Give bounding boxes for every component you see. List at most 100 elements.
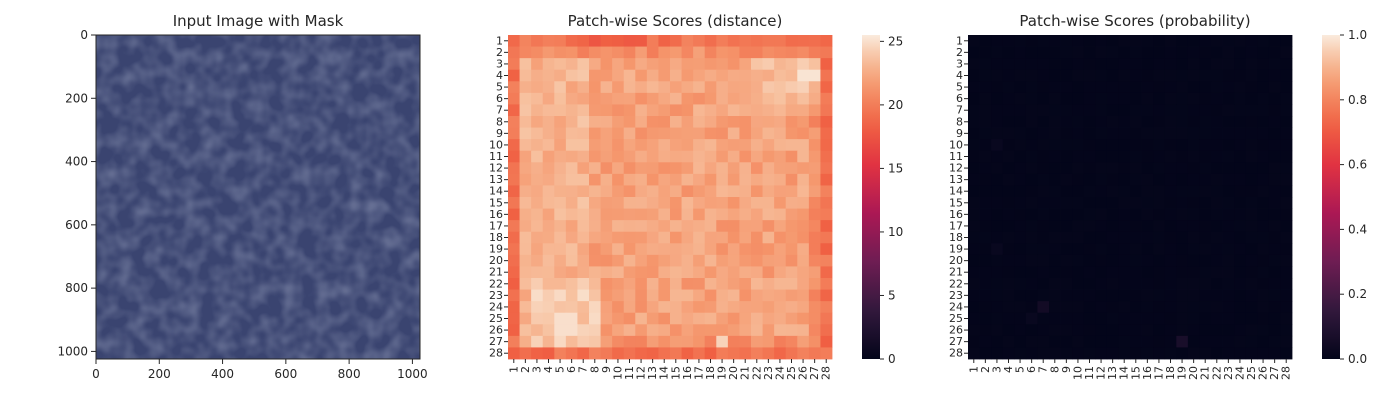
distance-cell [774,301,787,314]
distance-cell [658,278,671,290]
distance-cell [635,254,648,267]
probability-cell [1245,208,1258,221]
probability-cell [1245,92,1258,105]
probability-cell [1153,58,1166,71]
probability-cell [1037,139,1050,152]
probability-cell [1002,162,1015,175]
probability-cell [1118,58,1131,71]
probability-cell [1072,69,1085,82]
probability-cell [1234,220,1247,233]
distance-cell [785,324,798,337]
probability-cell [1118,104,1131,117]
probability-cell [1130,35,1142,47]
distance-cell [785,69,798,82]
distance-cell [751,266,763,279]
probability-cell [1234,185,1247,198]
distance-cell [646,173,659,186]
distance-cell [589,289,601,302]
probability-cell [1257,185,1270,198]
distance-cell [762,150,775,163]
distance-cell [751,254,763,267]
distance-cell [727,197,740,209]
probability-cell [1164,185,1177,198]
distance-cell [808,335,821,348]
probability-cell [1141,35,1154,47]
distance-cell [577,185,590,198]
distance-col-label: 8 [588,366,601,373]
y-tick-label: 600 [65,218,88,232]
probability-cell [991,197,1004,209]
distance-cell [646,347,659,360]
distance-cell [519,197,532,209]
probability-cell [1118,254,1131,267]
probability-cell [1118,139,1131,152]
distance-cell [519,208,532,221]
probability-cell [1153,231,1166,244]
distance-cell [785,104,798,117]
distance-cell [635,127,648,140]
distance-cell [820,150,833,163]
distance-cell [658,58,671,71]
distance-cell [739,81,752,94]
probability-cell [1106,162,1119,175]
probability-cell [1072,208,1085,221]
distance-cell [565,278,578,290]
probability-cell [1153,46,1166,59]
distance-cell [658,150,671,163]
distance-cell [670,150,682,163]
distance-cell [681,139,694,152]
probability-cell [968,173,980,186]
probability-cell [1211,127,1223,140]
distance-cell [577,139,590,152]
probability-cell [1060,139,1073,152]
distance-cell [600,150,613,163]
distance-cell [704,208,717,221]
distance-cell [508,185,520,198]
probability-cell [1153,220,1166,233]
probability-cell [1187,278,1200,290]
probability-cell [1049,46,1061,59]
probability-cell [1199,185,1212,198]
distance-cell [785,266,798,279]
distance-cell [681,266,694,279]
distance-cell [797,139,810,152]
x-tick-label: 0 [92,367,100,381]
probability-cell [1257,312,1270,325]
distance-cell [565,243,578,256]
distance-cell [670,35,682,47]
probability-cell [1014,324,1027,337]
distance-cell [704,104,717,117]
probability-cell [1083,35,1096,47]
distance-cell [785,231,798,244]
distance-cell [531,266,544,279]
distance-cell [600,231,613,244]
distance-row-label: 2 [496,46,503,59]
distance-cell [542,335,555,348]
probability-cell [1141,231,1154,244]
distance-cell [623,116,636,128]
probability-cell [1280,35,1293,47]
probability-cell [1106,266,1119,279]
distance-cell [820,46,833,59]
probability-cell [979,231,992,244]
distance-cell [658,197,671,209]
distance-cell [704,301,717,314]
probability-cell [1130,347,1142,360]
probability-cell [1025,127,1038,140]
distance-cell [751,173,763,186]
probability-cell [979,289,992,302]
probability-cell [1211,92,1223,105]
probability-cell [1095,266,1108,279]
probability-cell [1187,347,1200,360]
probability-cell [1222,185,1235,198]
distance-cell [797,231,810,244]
probability-cell [968,243,980,256]
probability-cell [1072,243,1085,256]
probability-cell [1083,208,1096,221]
probability-col-label: 28 [1280,366,1293,380]
distance-cell [797,208,810,221]
probability-cell [1037,254,1050,267]
distance-cell [693,312,706,325]
distance-cell [774,278,787,290]
